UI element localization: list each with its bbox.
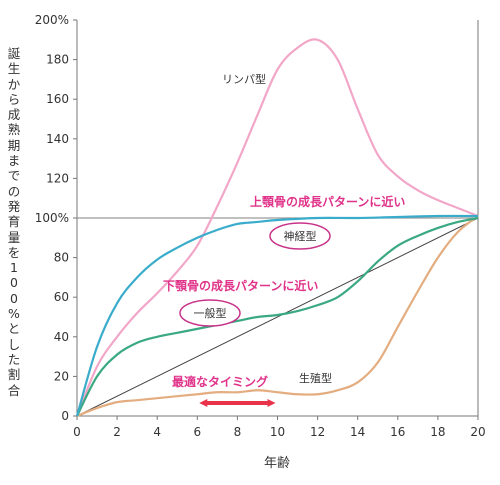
y-tick-label: 200% (35, 13, 69, 27)
x-tick-label: 4 (153, 425, 161, 439)
y-axis-title-char: ま (7, 153, 21, 169)
label-lymph: リンパ型 (222, 72, 266, 86)
y-axis-title-char: % (8, 306, 20, 322)
label-reproductive: 生殖型 (299, 371, 332, 385)
y-axis-title-char: ら (7, 91, 21, 107)
y-axis-title-char: 割 (7, 367, 21, 383)
tick-labels: 0 2 4 6 8 10 12 14 16 18 20 0 20 40 60 80 100% 120 140 160 1… (35, 13, 486, 439)
y-tick-label: 0 (61, 409, 69, 423)
y-axis-title-char: 0 (10, 290, 18, 306)
y-axis-title-char: 成 (7, 107, 21, 123)
series-line-神経型 (75, 214, 479, 417)
y-axis-title-char: の (7, 183, 21, 199)
series-line-linear-reference (76, 217, 479, 417)
series-line-生殖型 (76, 215, 479, 418)
y-tick-label: 120 (46, 171, 69, 185)
y-axis-title-char: 0 (10, 275, 18, 291)
x-tick-label: 14 (350, 425, 365, 439)
y-tick-label: 100% (35, 211, 69, 225)
y-axis-title-char: と (7, 321, 21, 337)
y-tick-label: 20 (54, 369, 69, 383)
y-axis-title-char: 量 (7, 229, 21, 245)
x-tick-label: 0 (73, 425, 81, 439)
note-lower-jaw: 下顎骨の成長パターンに近い (163, 278, 318, 293)
x-tick-label: 8 (234, 425, 242, 439)
ellipse-neural (269, 222, 331, 250)
y-axis-title-char: 生 (7, 61, 21, 77)
x-tick-label: 2 (113, 425, 121, 439)
y-axis-title-char: 期 (7, 137, 21, 153)
y-axis-title-char: 熟 (7, 122, 21, 138)
y-axis-title-char: 誕 (7, 46, 21, 61)
note-timing: 最適なタイミング (172, 374, 268, 389)
y-axis-title-char: 合 (7, 382, 21, 398)
y-tick-label: 60 (54, 290, 69, 304)
x-tick-label: 18 (430, 425, 445, 439)
y-tick-label: 140 (46, 132, 69, 146)
x-axis-title: 年齢 (264, 456, 290, 471)
series-lines (75, 38, 479, 418)
note-upper-jaw: 上顎骨の成長パターンに近い (250, 194, 405, 209)
ellipse-general (179, 299, 241, 327)
y-axis-title: 誕生から成熟期までの発育量を 1 0 0% とした割合 (4, 46, 24, 398)
y-axis-title-char: 1 (10, 260, 18, 276)
y-axis-title-char: た (7, 351, 21, 367)
x-tick-label: 10 (270, 425, 285, 439)
y-tick-label: 180 (46, 53, 69, 67)
y-axis-title-char: し (7, 336, 21, 352)
x-tick-label: 6 (193, 425, 201, 439)
y-axis-title-char: を (7, 244, 21, 260)
y-tick-label: 160 (46, 92, 69, 106)
series-line-一般型 (76, 216, 479, 417)
y-tick-label: 80 (54, 251, 69, 265)
x-tick-label: 16 (390, 425, 405, 439)
axes (76, 20, 479, 417)
label-neural: 神経型 (284, 229, 317, 243)
x-tick-label: 12 (310, 425, 325, 439)
y-axis-title-char: で (7, 168, 21, 184)
y-axis-title-char: 発 (7, 198, 21, 214)
series-line-リンパ型 (75, 38, 479, 417)
x-tick-label: 20 (470, 425, 485, 439)
y-axis-title-char: か (7, 76, 21, 92)
y-axis-title-char: 育 (7, 214, 21, 230)
label-general: 一般型 (194, 306, 227, 320)
y-tick-label: 40 (54, 330, 69, 344)
